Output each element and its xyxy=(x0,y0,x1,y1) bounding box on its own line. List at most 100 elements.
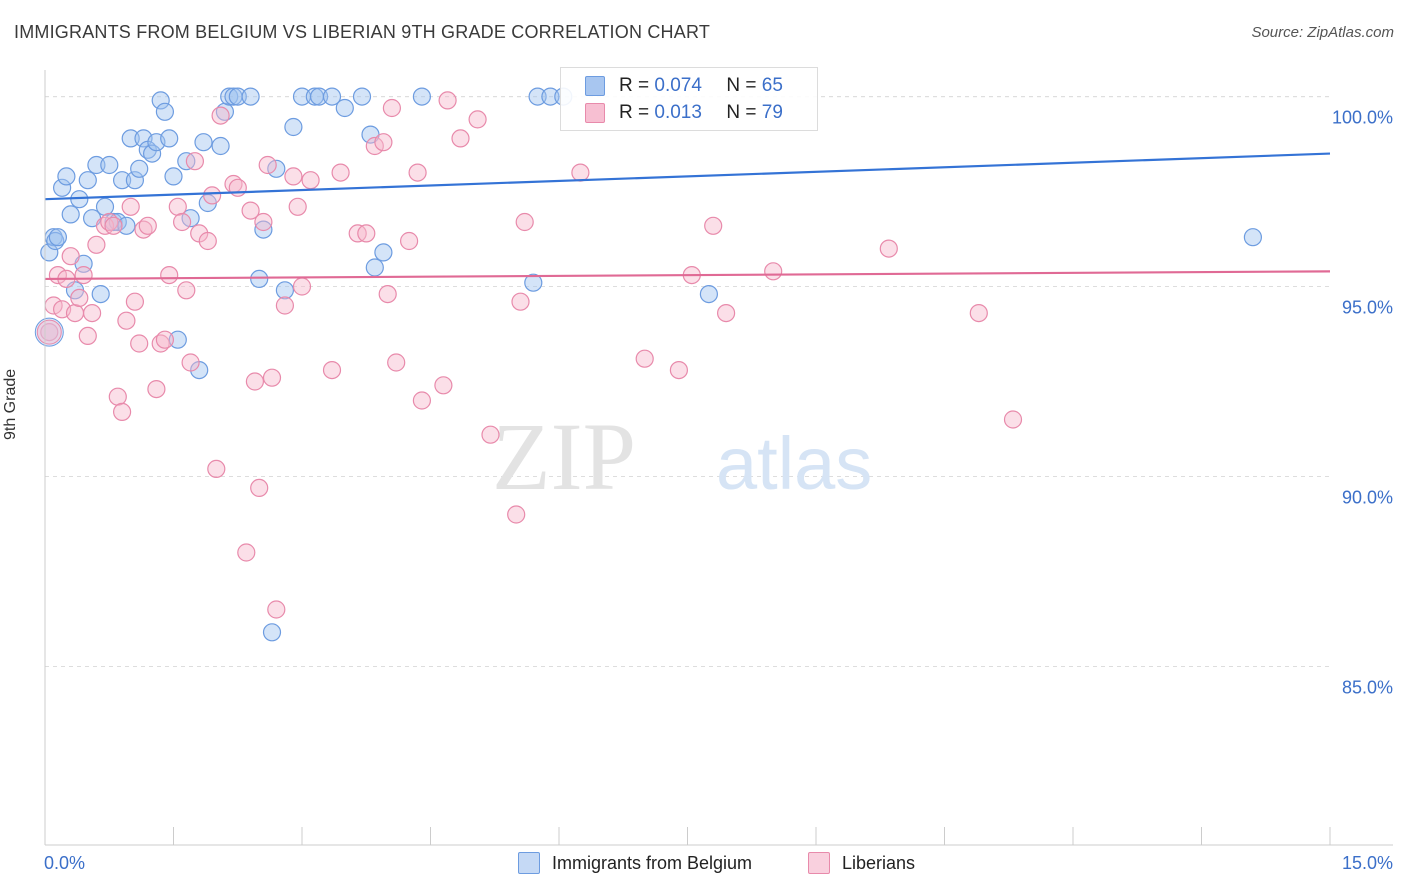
liberian-point xyxy=(254,212,273,232)
liberian-point xyxy=(211,106,230,125)
liberian-point xyxy=(365,136,384,156)
belgium-point xyxy=(374,243,393,262)
legend-box: R = 0.074 N = 65 R = 0.013 N = 79 xyxy=(560,67,818,131)
bottom-legend-liberians[interactable]: Liberians xyxy=(808,852,915,874)
legend-r-value: 0.074 xyxy=(654,75,702,96)
belgium-point xyxy=(528,87,547,106)
bottom-legend-swatch-liberians xyxy=(808,852,830,874)
legend-swatch-belgium xyxy=(585,76,605,96)
belgium-point xyxy=(211,136,230,156)
liberian-point xyxy=(112,402,132,421)
belgium-point xyxy=(34,317,64,347)
belgium-point xyxy=(181,209,200,228)
legend-row-liberians: R = 0.013 N = 79 xyxy=(585,100,783,126)
liberian-point xyxy=(185,152,204,171)
belgium-point xyxy=(112,171,132,190)
bottom-legend-label-belgium: Immigrants from Belgium xyxy=(552,852,753,873)
belgium-point xyxy=(228,87,247,106)
liberian-point xyxy=(1003,410,1023,429)
belgium-point xyxy=(155,102,174,121)
liberian-point xyxy=(82,304,102,323)
liberian-point xyxy=(322,361,342,380)
belgium-trend-line xyxy=(44,152,1331,201)
liberian-point xyxy=(177,281,196,300)
liberian-point xyxy=(507,505,526,524)
belgium-point xyxy=(117,216,136,235)
liberian-point xyxy=(228,178,247,197)
belgium-point xyxy=(275,281,294,300)
liberian-point xyxy=(400,231,419,251)
belgium-point xyxy=(130,159,149,178)
belgium-point xyxy=(168,330,187,349)
belgium-point xyxy=(78,171,97,190)
liberian-point xyxy=(108,387,127,406)
liberian-point xyxy=(969,304,988,323)
belgium-point xyxy=(284,117,303,137)
liberian-point xyxy=(65,304,85,323)
liberian-point xyxy=(241,201,260,220)
liberian-point xyxy=(155,330,174,349)
liberian-point xyxy=(117,311,136,330)
liberian-point xyxy=(207,459,226,478)
y-tick-label: 95.0% xyxy=(1342,298,1393,318)
belgium-point xyxy=(95,197,115,216)
liberian-point xyxy=(125,292,144,311)
liberian-point xyxy=(288,197,307,216)
belgium-point xyxy=(262,623,282,642)
liberian-point xyxy=(571,163,590,182)
liberian-point xyxy=(408,163,427,182)
liberian-point xyxy=(138,216,157,235)
liberian-point xyxy=(387,353,406,372)
belgium-point xyxy=(335,98,354,118)
liberian-point xyxy=(70,288,89,307)
liberian-point xyxy=(468,110,487,129)
liberian-point xyxy=(130,334,149,353)
liberian-point xyxy=(168,197,187,216)
liberian-point xyxy=(331,163,350,182)
liberian-point xyxy=(451,129,470,148)
belgium-point xyxy=(524,273,543,292)
liberian-point xyxy=(262,368,282,387)
belgium-point xyxy=(57,167,76,186)
liberian-point xyxy=(250,478,269,497)
belgium-point xyxy=(87,155,106,175)
belgium-point xyxy=(61,205,80,224)
liberian-point xyxy=(412,391,431,410)
legend-r-value: 0.013 xyxy=(654,102,702,123)
liberian-point xyxy=(275,296,294,315)
legend-n-value: 65 xyxy=(761,75,783,96)
liberian-point xyxy=(61,247,80,266)
x-tick-label: 0.0% xyxy=(44,853,85,873)
legend-n-label: N = xyxy=(726,102,757,123)
liberian-point xyxy=(78,326,97,345)
legend-n-label: N = xyxy=(726,75,757,96)
liberian-point xyxy=(438,91,457,110)
bottom-legend-belgium[interactable]: Immigrants from Belgium xyxy=(518,852,752,874)
belgium-point xyxy=(250,269,269,288)
legend-n-value: 79 xyxy=(761,102,783,123)
liberian-point xyxy=(635,349,654,368)
belgium-point xyxy=(699,285,719,304)
belgium-point xyxy=(267,159,286,178)
legend-r-label: R = xyxy=(619,75,650,96)
liberian-point xyxy=(511,292,530,311)
points-layer xyxy=(34,87,1263,642)
liberian-point xyxy=(378,285,397,304)
liberian-point xyxy=(36,319,62,345)
legend-r-label: R = xyxy=(619,102,650,123)
belgium-point xyxy=(151,91,170,110)
belgium-point xyxy=(541,87,560,106)
y-tick-label: 100.0% xyxy=(1332,108,1393,128)
liberian-point xyxy=(237,543,256,562)
liberian-point xyxy=(87,235,106,254)
watermark: ZIP atlas xyxy=(492,403,872,510)
liberian-point xyxy=(160,266,179,285)
bottom-legend-swatch-belgium xyxy=(518,852,540,874)
liberian-point xyxy=(382,98,401,118)
liberian-point xyxy=(173,212,192,232)
liberian-point xyxy=(301,171,320,190)
liberian-point xyxy=(764,262,783,281)
liberian-point xyxy=(716,304,736,323)
liberian-point xyxy=(147,380,166,399)
